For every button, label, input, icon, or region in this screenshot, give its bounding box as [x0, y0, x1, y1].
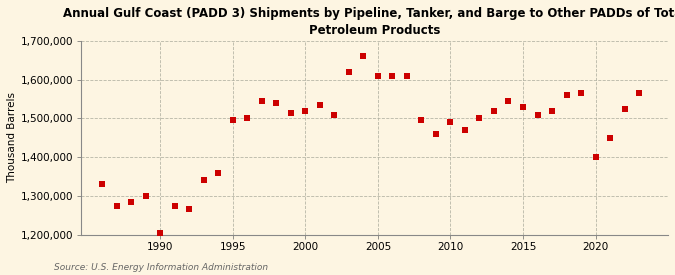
- Point: [271, 101, 281, 105]
- Point: [198, 178, 209, 183]
- Point: [518, 104, 529, 109]
- Point: [402, 73, 412, 78]
- Point: [97, 182, 108, 186]
- Point: [373, 73, 383, 78]
- Point: [634, 91, 645, 95]
- Point: [242, 116, 252, 120]
- Point: [532, 112, 543, 117]
- Point: [547, 108, 558, 113]
- Point: [619, 106, 630, 111]
- Point: [213, 170, 224, 175]
- Point: [300, 108, 310, 113]
- Point: [111, 203, 122, 208]
- Point: [344, 70, 354, 74]
- Point: [140, 194, 151, 198]
- Point: [576, 91, 587, 95]
- Point: [155, 230, 166, 235]
- Point: [445, 120, 456, 125]
- Point: [286, 110, 296, 115]
- Point: [256, 99, 267, 103]
- Point: [605, 136, 616, 140]
- Point: [590, 155, 601, 159]
- Point: [503, 99, 514, 103]
- Point: [387, 73, 398, 78]
- Point: [489, 108, 500, 113]
- Point: [126, 199, 137, 204]
- Point: [169, 203, 180, 208]
- Y-axis label: Thousand Barrels: Thousand Barrels: [7, 92, 17, 183]
- Point: [329, 112, 340, 117]
- Title: Annual Gulf Coast (PADD 3) Shipments by Pipeline, Tanker, and Barge to Other PAD: Annual Gulf Coast (PADD 3) Shipments by …: [63, 7, 675, 37]
- Point: [561, 93, 572, 97]
- Text: Source: U.S. Energy Information Administration: Source: U.S. Energy Information Administ…: [54, 263, 268, 272]
- Point: [315, 103, 325, 107]
- Point: [358, 54, 369, 59]
- Point: [184, 207, 195, 212]
- Point: [227, 118, 238, 123]
- Point: [460, 128, 470, 132]
- Point: [416, 118, 427, 123]
- Point: [474, 116, 485, 120]
- Point: [431, 132, 441, 136]
